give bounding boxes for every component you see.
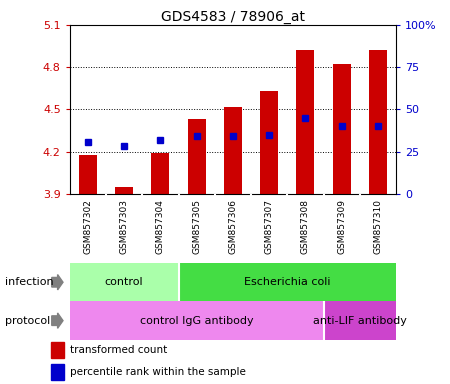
Text: infection: infection (4, 277, 53, 287)
Bar (224, 107, 242, 194)
Text: control IgG antibody: control IgG antibody (140, 316, 253, 326)
Text: GSM857307: GSM857307 (265, 199, 274, 255)
Bar (188, 119, 206, 194)
Bar (179, 263, 396, 301)
Text: percentile rank within the sample: percentile rank within the sample (70, 367, 246, 377)
Text: GSM857309: GSM857309 (337, 199, 346, 255)
Text: anti-LIF antibody: anti-LIF antibody (313, 316, 407, 326)
Text: Escherichia coli: Escherichia coli (244, 277, 330, 287)
Text: GSM857302: GSM857302 (83, 199, 92, 254)
Bar (79, 155, 97, 194)
Bar (260, 91, 278, 194)
Text: protocol: protocol (4, 316, 50, 326)
Title: GDS4583 / 78906_at: GDS4583 / 78906_at (161, 10, 305, 24)
Bar (51, 342, 64, 358)
Bar (51, 364, 64, 381)
Text: GSM857308: GSM857308 (301, 199, 310, 255)
Bar (333, 65, 351, 194)
Text: GSM857303: GSM857303 (120, 199, 129, 255)
Text: GSM857310: GSM857310 (374, 199, 382, 255)
Text: GSM857306: GSM857306 (228, 199, 238, 255)
Bar (115, 187, 133, 194)
Text: GSM857304: GSM857304 (156, 199, 165, 254)
Bar (324, 301, 396, 340)
Bar (70, 263, 179, 301)
Text: transformed count: transformed count (70, 345, 167, 355)
Text: control: control (105, 277, 144, 287)
Bar (369, 50, 387, 194)
Text: GSM857305: GSM857305 (192, 199, 201, 255)
Bar (296, 50, 315, 194)
Bar (70, 301, 324, 340)
Bar (151, 153, 170, 194)
